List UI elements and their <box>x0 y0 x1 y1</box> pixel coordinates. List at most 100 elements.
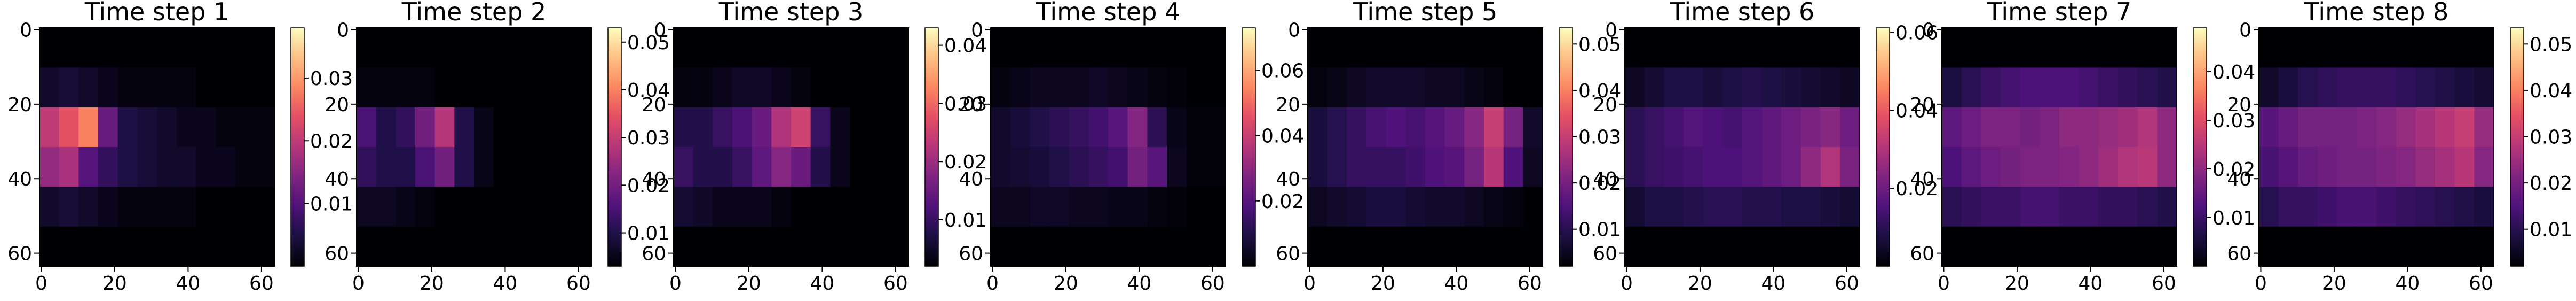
heatmap-cell <box>1010 226 1030 267</box>
colorbar <box>290 27 305 267</box>
heatmap-cell <box>2098 107 2119 148</box>
heatmap-cell <box>1684 67 1704 108</box>
heatmap-cell <box>415 147 436 187</box>
heatmap-cell <box>889 226 909 267</box>
heatmap-cell <box>39 147 60 187</box>
heatmap-cell <box>1088 67 1109 108</box>
heatmap-cell <box>2318 187 2338 227</box>
y-tick-label: 40 <box>1593 168 1617 190</box>
heatmap-cell <box>1781 147 1801 187</box>
heatmap-cell <box>991 67 1011 108</box>
heatmap-cell <box>1049 147 1070 187</box>
heatmap-cell <box>434 147 455 187</box>
y-tick-label: 0 <box>971 19 983 41</box>
y-tick-label: 20 <box>1593 94 1617 116</box>
y-tick-label: 60 <box>1910 243 1934 265</box>
y-tick-label: 60 <box>2227 243 2251 265</box>
heatmap-cell <box>78 107 99 148</box>
heatmap-cell <box>830 67 850 108</box>
x-tick-label: 20 <box>2322 273 2346 295</box>
heatmap-cell <box>1366 226 1387 267</box>
heatmap-cell <box>2396 147 2416 187</box>
heatmap-cell <box>1347 147 1367 187</box>
heatmap-cell <box>2118 107 2138 148</box>
heatmap-cell <box>1444 147 1465 187</box>
heatmap-cell <box>357 28 377 68</box>
heatmap-cell <box>2454 67 2475 108</box>
heatmap-cell <box>454 28 475 68</box>
heatmap-cell <box>732 67 753 108</box>
heatmap-cell <box>376 226 396 267</box>
heatmap-cell <box>1444 226 1465 267</box>
y-tick-label: 20 <box>959 94 983 116</box>
heatmap-cell <box>1049 187 1070 227</box>
heatmap-cell <box>713 107 733 148</box>
heatmap-cell <box>513 187 533 227</box>
heatmap-cell <box>732 226 753 267</box>
heatmap-cell <box>1186 67 1206 108</box>
heatmap-cell <box>39 187 60 227</box>
heatmap-cell <box>1503 67 1523 108</box>
y-tick-label: 20 <box>642 94 666 116</box>
heatmap-cell <box>376 107 396 148</box>
heatmap-cell <box>2454 187 2475 227</box>
heatmap-cell <box>533 28 553 68</box>
panel: Time step 70 20 40 6002040600.010.020.030.0… <box>1910 0 2255 295</box>
heatmap-cell <box>357 107 377 148</box>
heatmap-cell <box>117 28 138 68</box>
heatmap-cell <box>235 107 255 148</box>
heatmap-cell <box>1781 28 1801 68</box>
heatmap-cell <box>2396 67 2416 108</box>
heatmap-cell <box>1942 147 1962 187</box>
heatmap-cell <box>674 28 694 68</box>
heatmap-cell <box>1781 187 1801 227</box>
heatmap-cell <box>59 147 79 187</box>
colorbar <box>924 27 939 267</box>
heatmap-cell <box>1327 147 1347 187</box>
heatmap-cell <box>513 226 533 267</box>
heatmap-cell <box>732 187 753 227</box>
heatmap-cell <box>2001 147 2021 187</box>
heatmap-cell <box>1347 226 1367 267</box>
heatmap-cell <box>2337 147 2357 187</box>
x-tick-label: 0 <box>986 273 999 295</box>
heatmap-cell <box>157 226 177 267</box>
heatmap-cell <box>157 187 177 227</box>
heatmap-cell <box>1366 107 1387 148</box>
heatmap-cell <box>791 67 811 108</box>
heatmap-cell <box>1503 187 1523 227</box>
heatmap-cell <box>493 107 513 148</box>
heatmap-cell <box>2137 147 2158 187</box>
heatmap-cell <box>1425 28 1445 68</box>
heatmap-cell <box>396 28 416 68</box>
heatmap-cell <box>1049 28 1070 68</box>
heatmap-cell <box>2001 28 2021 68</box>
colorbar-tick-label: 0.01 <box>944 210 987 231</box>
y-tick-label: 0 <box>20 19 32 41</box>
heatmap-cell <box>1405 67 1426 108</box>
colorbar-tick-label: 0.02 <box>627 175 670 197</box>
colorbar <box>607 27 622 267</box>
heatmap-cell <box>1981 107 2001 148</box>
heatmap-cell <box>1206 226 1226 267</box>
heatmap-cell <box>2376 28 2397 68</box>
heatmap-cell <box>2318 28 2338 68</box>
heatmap-cell <box>196 67 216 108</box>
heatmap-cell <box>513 67 533 108</box>
heatmap-cell <box>889 107 909 148</box>
heatmap-cell <box>1722 226 1743 267</box>
heatmap-cell <box>732 147 753 187</box>
heatmap-cell <box>572 147 592 187</box>
x-tick-label: 20 <box>737 273 761 295</box>
y-tick-label: 40 <box>959 168 983 190</box>
heatmap-cell <box>693 28 713 68</box>
x-tick-label: 40 <box>493 273 518 295</box>
heatmap-cell <box>137 187 157 227</box>
heatmap-cell <box>176 226 196 267</box>
heatmap-cell <box>39 28 60 68</box>
heatmap-cell <box>396 107 416 148</box>
heatmap-cell <box>1664 67 1684 108</box>
heatmap-cell <box>98 147 118 187</box>
heatmap-cell <box>1186 187 1206 227</box>
heatmap-cell <box>255 226 275 267</box>
